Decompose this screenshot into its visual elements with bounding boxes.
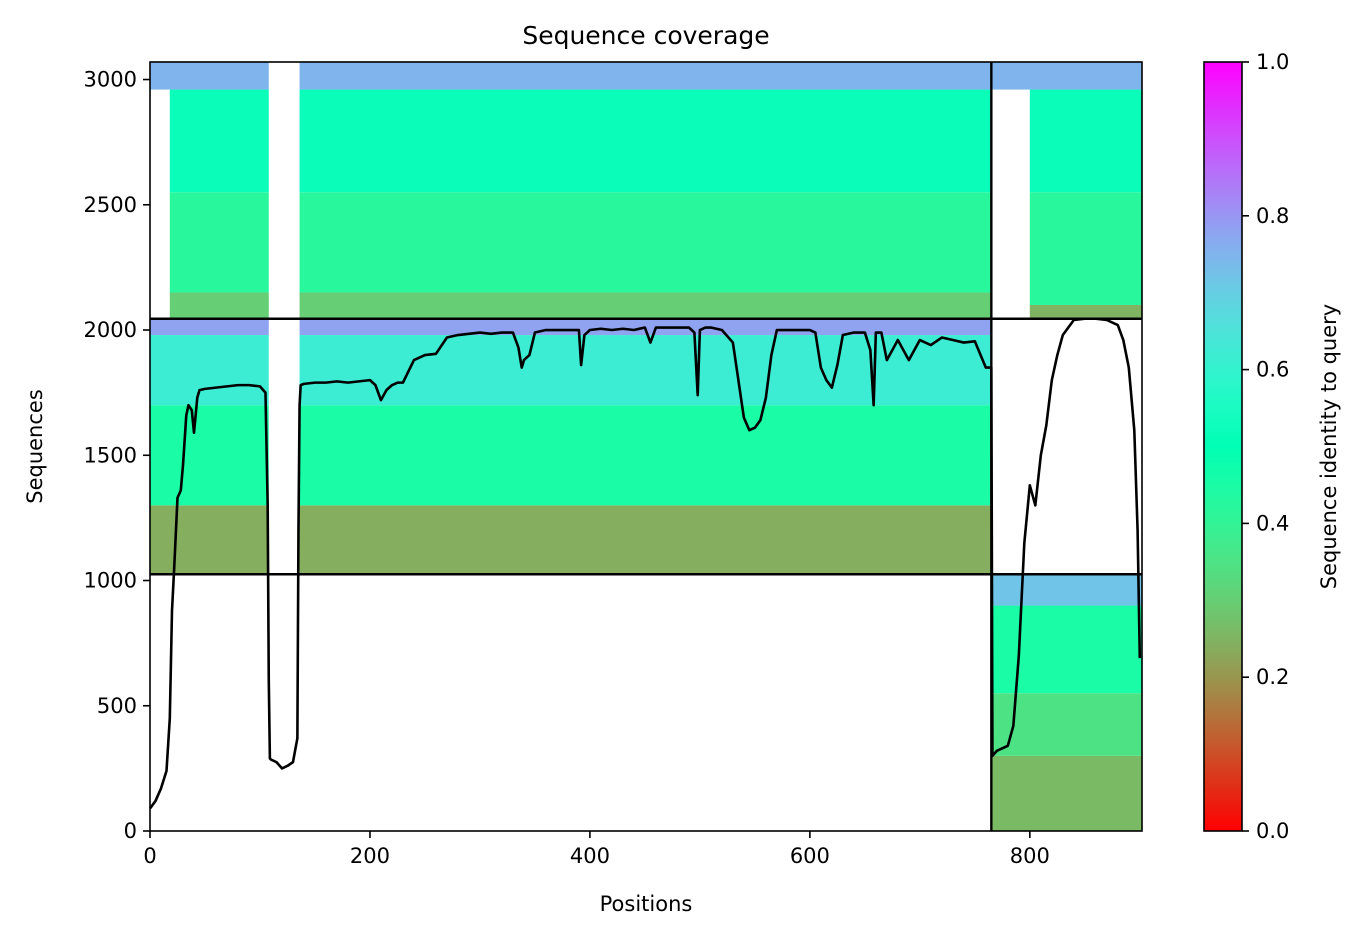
colorbar-label: Sequence identity to query — [1317, 304, 1341, 589]
y-tick-label: 2500 — [84, 193, 137, 217]
colorbar-tick-label: 1.0 — [1256, 50, 1289, 74]
y-axis: 0 500 1000 1500 2000 2500 3000 — [84, 68, 150, 843]
x-axis-label: Positions — [600, 892, 693, 916]
x-axis: 0 200 400 600 800 — [143, 831, 1050, 868]
y-tick-label: 3000 — [84, 68, 137, 92]
x-tick-label: 400 — [570, 844, 610, 868]
colorbar-tick-label: 0.0 — [1256, 819, 1289, 843]
colorbar-tick-label: 0.8 — [1256, 204, 1289, 228]
identity-band — [991, 605, 1142, 694]
identity-band — [991, 693, 1142, 756]
colorbar-tick-label: 0.6 — [1256, 358, 1289, 382]
identity-band — [991, 62, 1142, 90]
y-tick-label: 500 — [97, 694, 137, 718]
coverage-gap — [991, 89, 1030, 319]
coverage-gap — [268, 62, 300, 319]
y-tick-label: 2000 — [84, 318, 137, 342]
x-tick-label: 0 — [143, 844, 156, 868]
y-axis-label: Sequences — [23, 389, 47, 504]
identity-band — [991, 574, 1142, 606]
colorbar-gradient — [1203, 61, 1243, 832]
colorbar-tick-label: 0.2 — [1256, 665, 1289, 689]
y-tick-label: 0 — [124, 819, 137, 843]
x-tick-label: 800 — [1010, 844, 1050, 868]
plot-frame — [149, 61, 1143, 832]
identity-band — [991, 755, 1142, 831]
x-tick-label: 600 — [790, 844, 830, 868]
y-tick-label: 1500 — [84, 443, 137, 467]
chart-title: Sequence coverage — [522, 21, 769, 50]
coverage-line — [148, 317, 1142, 810]
coverage-line-layer — [148, 317, 1142, 810]
x-tick-label: 200 — [350, 844, 390, 868]
plot-area — [150, 62, 1142, 831]
coverage-block — [991, 574, 1142, 831]
colorbar: 0.0 0.2 0.4 0.6 0.8 1.0 — [1203, 50, 1289, 843]
colorbar-tick-label: 0.4 — [1256, 511, 1289, 535]
coverage-gap — [150, 89, 170, 319]
y-tick-label: 1000 — [84, 569, 137, 593]
coverage-gap — [268, 318, 300, 575]
